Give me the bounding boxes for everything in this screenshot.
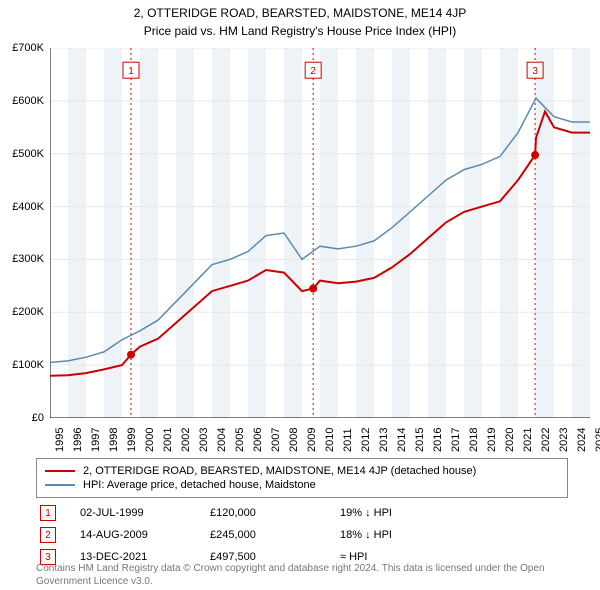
title-address: 2, OTTERIDGE ROAD, BEARSTED, MAIDSTONE, …	[0, 6, 600, 20]
x-tick-label: 2022	[540, 428, 552, 452]
x-tick-label: 2017	[450, 428, 462, 452]
x-tick-label: 2011	[342, 428, 354, 452]
y-tick-label: £600K	[12, 95, 44, 107]
svg-text:2: 2	[310, 66, 316, 77]
x-tick-label: 1998	[108, 428, 120, 452]
x-tick-label: 2016	[432, 428, 444, 452]
legend-swatch-hpi	[45, 484, 75, 486]
x-tick-label: 2014	[396, 428, 408, 452]
y-tick-label: £300K	[12, 253, 44, 265]
x-tick-label: 2004	[216, 428, 228, 452]
legend: 2, OTTERIDGE ROAD, BEARSTED, MAIDSTONE, …	[36, 458, 568, 498]
marker-price: £245,000	[210, 529, 340, 541]
marker-date: 14-AUG-2009	[80, 529, 210, 541]
x-tick-label: 1997	[90, 428, 102, 452]
x-tick-label: 2013	[378, 428, 390, 452]
legend-label-hpi: HPI: Average price, detached house, Maid…	[83, 479, 316, 491]
x-axis: 1995 1996 1997 1998 1999 2000 2001 2002 2003 2004…	[50, 418, 590, 456]
chart-area: 1 2 3	[50, 48, 590, 418]
marker-date: 02-JUL-1999	[80, 507, 210, 519]
x-tick-label: 2021	[522, 428, 534, 452]
marker-badge: 2	[40, 527, 56, 543]
x-tick-label: 2000	[144, 428, 156, 452]
marker-diff: 19% ↓ HPI	[340, 507, 470, 519]
figure-container: 2, OTTERIDGE ROAD, BEARSTED, MAIDSTONE, …	[0, 0, 600, 590]
marker-diff: 18% ↓ HPI	[340, 529, 470, 541]
x-tick-label: 2023	[558, 428, 570, 452]
y-tick-label: £0	[32, 412, 44, 424]
x-tick-label: 1996	[72, 428, 84, 452]
x-tick-label: 2018	[468, 428, 480, 452]
x-tick-label: 1995	[54, 428, 66, 452]
x-tick-label: 2009	[306, 428, 318, 452]
attribution-text: Contains HM Land Registry data © Crown c…	[36, 562, 568, 588]
y-tick-label: £400K	[12, 201, 44, 213]
x-tick-label: 2007	[270, 428, 282, 452]
legend-swatch-property	[45, 470, 75, 472]
x-tick-label: 2006	[252, 428, 264, 452]
x-tick-label: 2015	[414, 428, 426, 452]
x-tick-label: 2012	[360, 428, 372, 452]
x-tick-label: 2003	[198, 428, 210, 452]
y-tick-label: £500K	[12, 148, 44, 160]
svg-text:1: 1	[128, 66, 134, 77]
legend-row-property: 2, OTTERIDGE ROAD, BEARSTED, MAIDSTONE, …	[45, 465, 559, 477]
svg-text:3: 3	[532, 66, 538, 77]
marker-price: £120,000	[210, 507, 340, 519]
x-tick-label: 2025	[594, 428, 600, 452]
x-tick-label: 1999	[126, 428, 138, 452]
x-tick-label: 2024	[576, 428, 588, 452]
legend-label-property: 2, OTTERIDGE ROAD, BEARSTED, MAIDSTONE, …	[83, 465, 476, 477]
y-axis: £0£100K£200K£300K£400K£500K£600K£700K	[0, 48, 46, 418]
marker-table: 1 02-JUL-1999£120,00019% ↓ HPI 2 14-AUG-200…	[36, 502, 568, 568]
x-tick-label: 2020	[504, 428, 516, 452]
chart-svg: 1 2 3	[50, 48, 590, 418]
x-tick-label: 2002	[180, 428, 192, 452]
y-tick-label: £200K	[12, 306, 44, 318]
x-tick-label: 2005	[234, 428, 246, 452]
legend-row-hpi: HPI: Average price, detached house, Maid…	[45, 479, 559, 491]
y-tick-label: £100K	[12, 359, 44, 371]
marker-table-row: 2 14-AUG-2009£245,00018% ↓ HPI	[36, 524, 568, 546]
marker-table-row: 1 02-JUL-1999£120,00019% ↓ HPI	[36, 502, 568, 524]
x-tick-label: 2010	[324, 428, 336, 452]
x-tick-label: 2001	[162, 428, 174, 452]
x-tick-label: 2019	[486, 428, 498, 452]
title-subtitle: Price paid vs. HM Land Registry's House …	[0, 24, 600, 38]
y-tick-label: £700K	[12, 42, 44, 54]
title-block: 2, OTTERIDGE ROAD, BEARSTED, MAIDSTONE, …	[0, 0, 600, 40]
marker-badge: 1	[40, 505, 56, 521]
x-tick-label: 2008	[288, 428, 300, 452]
